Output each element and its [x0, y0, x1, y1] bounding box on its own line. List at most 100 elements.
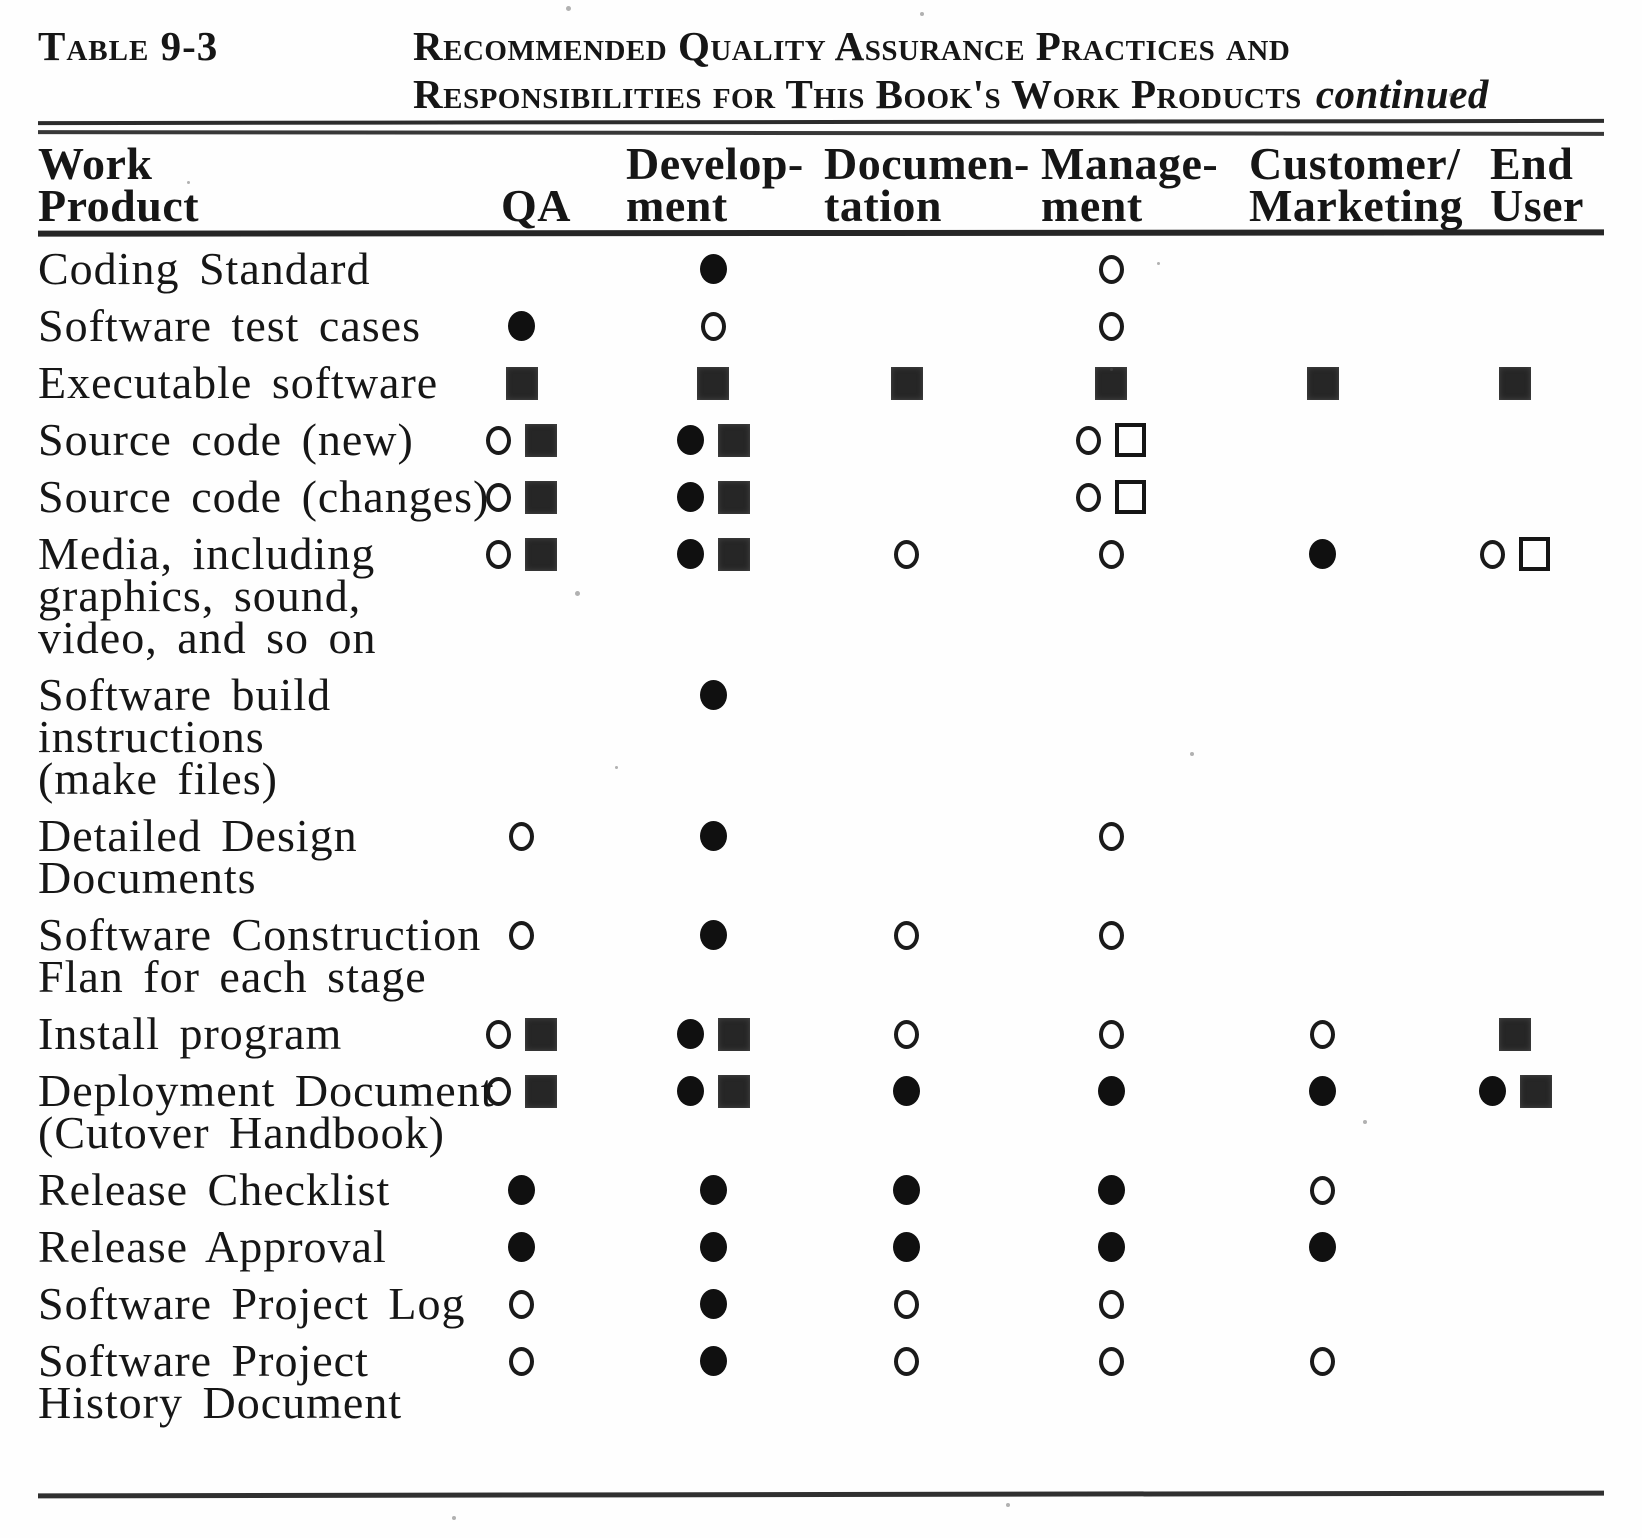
symbol-group — [614, 1169, 812, 1211]
column-header-dev: Develop-ment — [620, 141, 818, 229]
symbol-group — [614, 362, 812, 404]
responsibility-cell-eu — [1482, 476, 1604, 518]
symbol-group — [614, 248, 812, 290]
open-circle-symbol — [1098, 539, 1124, 569]
scan-speck — [1190, 752, 1194, 756]
work-product-name: Software build — [38, 669, 332, 720]
table-body: Coding Standard Software test cases Execut… — [38, 246, 1604, 1426]
symbol-group — [614, 1283, 812, 1325]
symbol-group — [1007, 914, 1215, 956]
symbol-group — [798, 1283, 1015, 1325]
responsibility-cell-dev — [620, 1226, 818, 1268]
open-circle-symbol — [486, 425, 511, 455]
responsibility-cell-eu — [1482, 1226, 1604, 1268]
symbol-group — [459, 1169, 584, 1211]
symbol-group — [1203, 1169, 1442, 1211]
work-product-name: Media, including — [38, 528, 376, 579]
symbol-group — [1454, 1283, 1576, 1325]
work-product-cell: Detailed Design Documents — [38, 813, 495, 901]
open-circle-symbol — [894, 1019, 919, 1049]
filled-circle-symbol — [676, 1076, 704, 1106]
work-product-cell: Release Checklist — [38, 1167, 495, 1213]
responsibility-cell-doc — [818, 815, 1035, 899]
work-product-name: instructions — [38, 711, 265, 762]
table-row: Software Construction Flan for each stage — [38, 912, 1604, 1000]
work-product-cell: Software Project Log — [38, 1281, 495, 1327]
responsibility-cell-qa — [486, 1070, 620, 1154]
column-header-qa: QA — [495, 143, 620, 229]
work-product-cell: Media, including graphics, sound, video, a… — [38, 528, 495, 661]
filled-circle-symbol — [1097, 1232, 1125, 1262]
responsibility-cell-cm — [1243, 815, 1482, 899]
open-circle-symbol — [1098, 1289, 1124, 1319]
responsibility-cell-qa — [486, 419, 620, 461]
symbol-group — [1454, 362, 1576, 404]
open-circle-symbol — [894, 1289, 919, 1319]
scan-speck — [575, 591, 580, 596]
symbol-group — [798, 1013, 1015, 1055]
symbol-group — [459, 1013, 584, 1055]
symbol-group — [798, 248, 1015, 290]
responsibility-cell-mgmt — [1035, 1013, 1243, 1055]
filled-circle-symbol — [1478, 1076, 1506, 1106]
open-circle-symbol — [1480, 539, 1505, 569]
bottom-rule — [37, 1490, 1605, 1499]
symbol-group — [459, 1340, 584, 1382]
responsibility-cell-qa — [486, 533, 620, 659]
scan-speck — [452, 1516, 456, 1520]
symbol-group — [614, 1070, 812, 1112]
work-product-name: (Cutover Handbook) — [38, 1107, 445, 1158]
filled-circle-symbol — [676, 482, 704, 512]
responsibility-cell-mgmt — [1035, 305, 1243, 347]
symbol-group — [459, 674, 584, 716]
responsibility-cell-mgmt — [1035, 1070, 1243, 1154]
work-product-name: graphics, sound, — [38, 570, 362, 621]
table-row: Release Approval — [38, 1224, 1604, 1270]
responsibility-cell-dev — [620, 476, 818, 518]
symbol-group — [1203, 362, 1442, 404]
responsibility-cell-mgmt — [1035, 419, 1243, 461]
responsibility-cell-cm — [1243, 674, 1482, 800]
column-header-line2: Product — [38, 180, 200, 231]
responsibility-cell-mgmt — [1035, 248, 1243, 290]
responsibility-cell-doc — [818, 914, 1035, 998]
symbol-group — [1007, 305, 1215, 347]
symbol-group — [459, 362, 584, 404]
symbol-group — [1203, 1226, 1442, 1268]
responsibility-cell-eu — [1482, 674, 1604, 800]
responsibility-cell-eu — [1482, 1340, 1604, 1424]
filled-circle-symbol — [676, 539, 704, 569]
symbol-group — [459, 914, 584, 956]
top-double-rule — [37, 118, 1605, 136]
symbol-group — [1007, 1283, 1215, 1325]
table-row: Media, including graphics, sound, video, a… — [38, 528, 1604, 661]
responsibility-cell-dev — [620, 248, 818, 290]
table-caption: Table 9-3 Recommended Quality Assurance … — [38, 22, 1604, 118]
filled-circle-symbol — [699, 1175, 727, 1205]
scan-speck — [1110, 368, 1113, 371]
filled-circle-symbol — [676, 1019, 704, 1049]
scan-speck — [615, 766, 618, 769]
symbol-group — [1454, 914, 1576, 956]
responsibility-cell-eu — [1482, 1283, 1604, 1325]
work-product-name: (make files) — [38, 753, 278, 804]
open-circle-symbol — [894, 920, 919, 950]
open-circle-symbol — [1098, 311, 1124, 341]
table-row: Software test cases — [38, 303, 1604, 349]
symbol-group — [798, 914, 1015, 956]
filled-square-symbol — [525, 1017, 557, 1051]
responsibility-cell-eu — [1482, 1013, 1604, 1055]
table-row: Software Project Log — [38, 1281, 1604, 1327]
symbol-group — [614, 419, 812, 461]
filled-square-symbol — [525, 1074, 557, 1108]
column-header-line1 — [501, 143, 620, 185]
responsibility-cell-mgmt — [1035, 815, 1243, 899]
work-product-cell: Software build instructions (make files) — [38, 669, 495, 804]
responsibility-cell-doc — [818, 476, 1035, 518]
open-circle-symbol — [1098, 821, 1124, 851]
responsibility-cell-cm — [1243, 476, 1482, 518]
symbol-group — [1007, 1013, 1215, 1055]
responsibility-cell-cm — [1243, 1169, 1482, 1211]
symbol-group — [1454, 476, 1576, 518]
filled-square-symbol — [717, 480, 750, 514]
